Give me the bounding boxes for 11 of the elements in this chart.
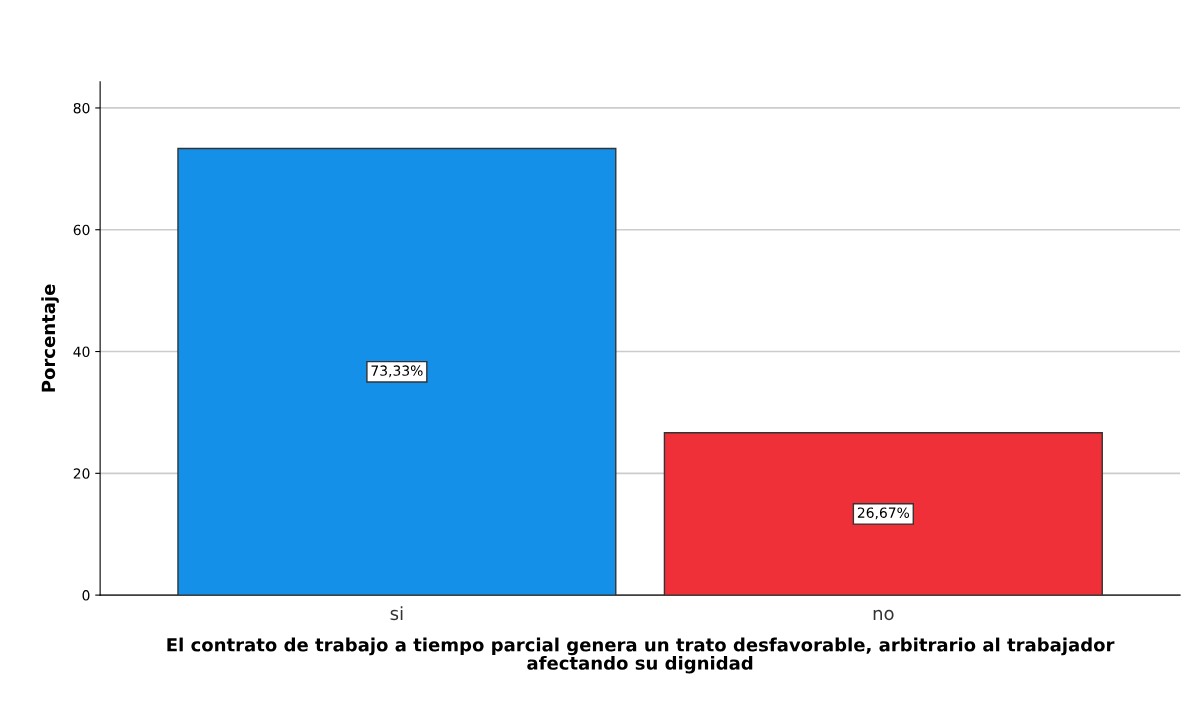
data-label: 26,67% <box>857 507 910 520</box>
data-label: 73,33% <box>371 365 423 378</box>
y-tick-label: 0 <box>82 590 90 601</box>
y-tick-label: 40 <box>73 346 90 357</box>
x-tick-label: si <box>390 606 403 621</box>
y-tick-label: 20 <box>73 468 90 479</box>
y-tick-label: 60 <box>73 224 90 236</box>
y-axis-title: Porcentaje <box>41 284 59 392</box>
x-axis-title: El contrato de trabajo a tiempo parcial genera un trato desfavorable, arbitrario al trabajador afectando su dignidad <box>167 637 1115 674</box>
x-tick-label: no <box>873 609 894 621</box>
y-tick-label: 80 <box>73 102 90 114</box>
